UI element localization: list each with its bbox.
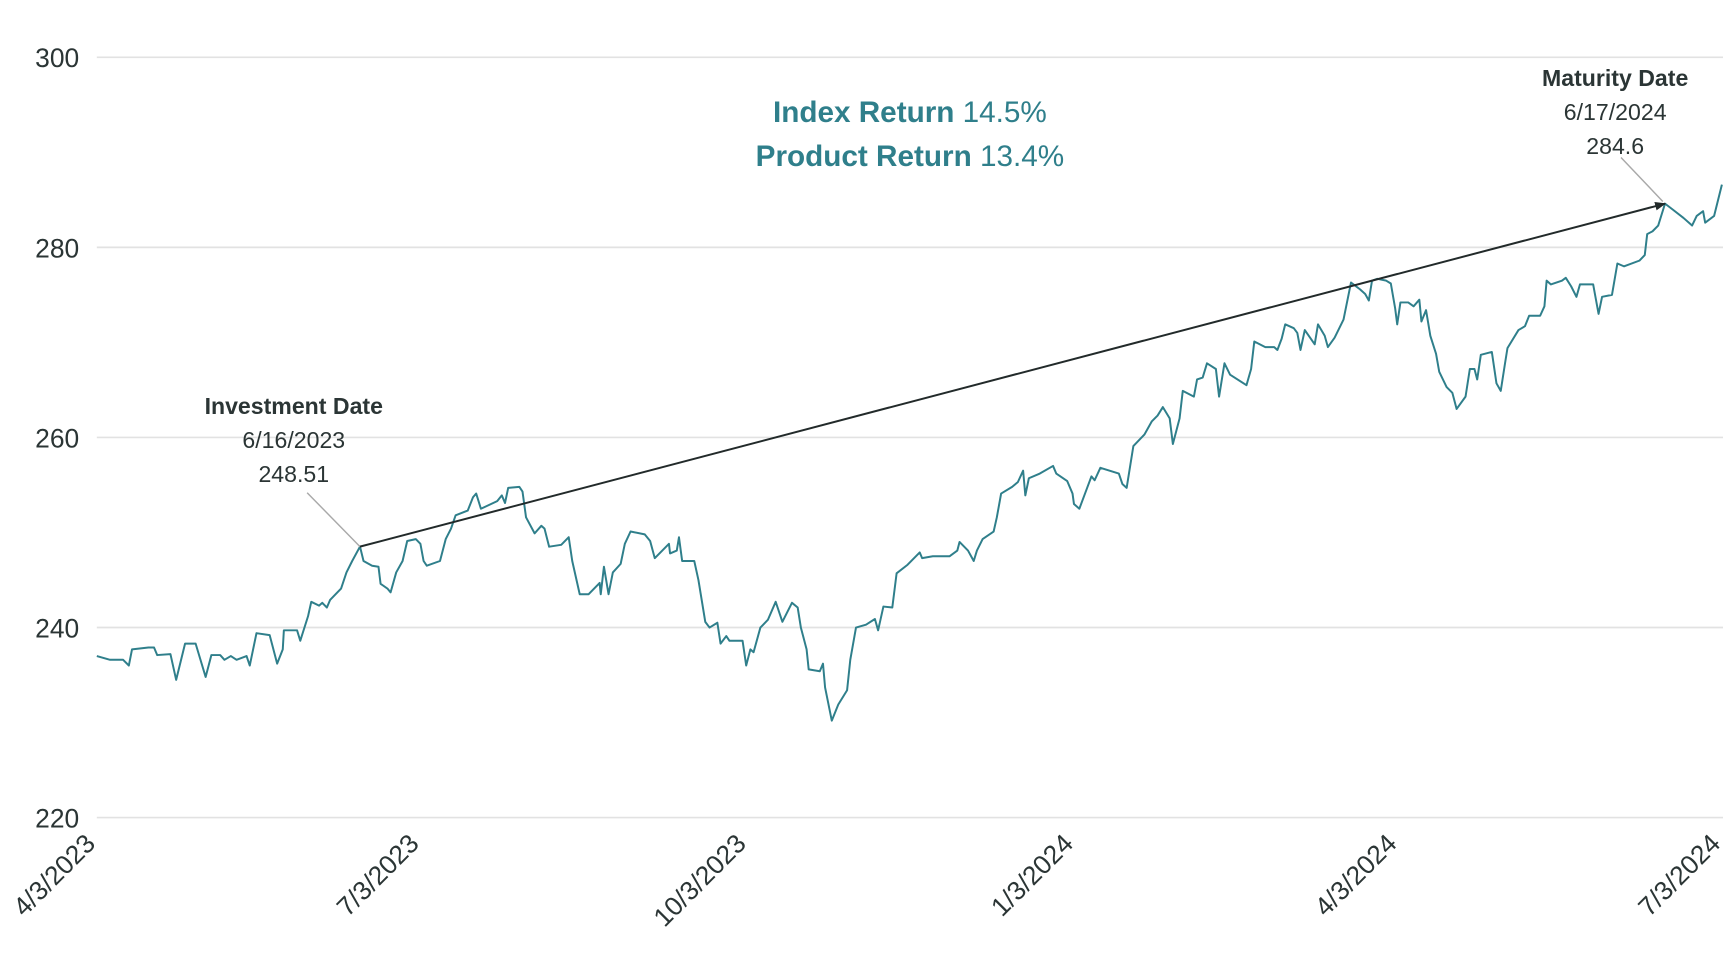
product-return-text: Product Return 13.4% xyxy=(756,140,1064,173)
x-tick-label: 1/3/2024 xyxy=(985,828,1079,922)
return-arrow xyxy=(359,201,1667,548)
index-return-text: Index Return 14.5% xyxy=(773,96,1047,129)
x-tick-label: 7/3/2023 xyxy=(331,828,425,922)
product-return-label: Product Return xyxy=(756,140,972,173)
y-axis-tick-labels: 220 240 260 280 300 xyxy=(35,43,79,833)
returns-annotation: Index Return 14.5% Product Return 13.4% xyxy=(756,96,1064,173)
maturity-value: 284.6 xyxy=(1586,133,1644,159)
y-tick-label: 300 xyxy=(35,43,79,73)
product-return-value: 13.4% xyxy=(980,140,1064,173)
investment-leader-line xyxy=(306,492,361,548)
x-tick-label: 7/3/2024 xyxy=(1632,828,1723,922)
maturity-leader-line xyxy=(1620,156,1664,202)
investment-title: Investment Date xyxy=(205,393,384,419)
gridlines xyxy=(96,56,1723,819)
index-return-value: 14.5% xyxy=(963,96,1047,129)
x-tick-label: 4/3/2024 xyxy=(1309,828,1403,922)
y-tick-label: 280 xyxy=(35,233,79,263)
y-tick-label: 240 xyxy=(35,613,79,643)
investment-annotation: Investment Date 6/16/2023 248.51 xyxy=(205,393,384,487)
y-tick-label: 260 xyxy=(35,423,79,453)
investment-value: 248.51 xyxy=(258,461,329,487)
y-tick-label: 220 xyxy=(35,803,79,833)
index-series-line xyxy=(96,184,1723,722)
x-axis-tick-labels: 4/3/2023 7/3/2023 10/3/2023 1/3/2024 4/3/202… xyxy=(7,828,1723,932)
x-tick-label: 10/3/2023 xyxy=(648,828,752,932)
index-return-label: Index Return xyxy=(773,96,954,129)
maturity-annotation: Maturity Date 6/17/2024 284.6 xyxy=(1542,65,1688,159)
investment-date: 6/16/2023 xyxy=(242,427,345,453)
x-tick-label: 4/3/2023 xyxy=(7,828,101,922)
maturity-title: Maturity Date xyxy=(1542,65,1688,91)
maturity-date: 6/17/2024 xyxy=(1564,99,1667,125)
